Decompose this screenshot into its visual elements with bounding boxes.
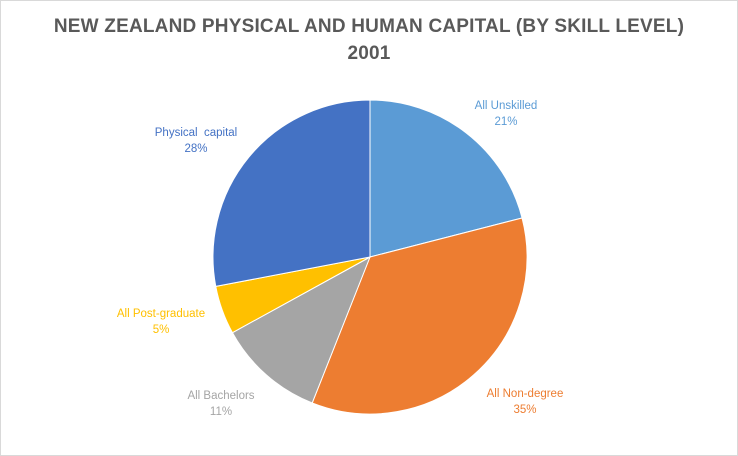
data-label-value: 28%: [184, 143, 207, 155]
data-label-name: Physical capital: [155, 127, 237, 139]
data-label-physical-capital: Physical capital 28%: [155, 127, 237, 155]
chart-title: NEW ZEALAND PHYSICAL AND HUMAN CAPITAL (…: [1, 13, 737, 67]
pie-slice-all-non-degree: [311, 217, 528, 415]
pie-slice-all-unskilled: [369, 99, 523, 258]
data-label-all-post-graduate: All Post-graduate 5%: [117, 308, 205, 336]
pie-slices: [212, 99, 528, 415]
data-label-all-bachelors: All Bachelors 11%: [187, 390, 254, 418]
data-label-all-unskilled: All Unskilled 21%: [475, 100, 538, 128]
data-label-value: 11%: [210, 406, 232, 418]
chart-title-line: NEW ZEALAND PHYSICAL AND HUMAN CAPITAL (…: [53, 16, 685, 37]
pie-slice-all-bachelors: [231, 255, 371, 404]
data-label-name: All Post-graduate: [117, 308, 205, 320]
data-label-value: 5%: [153, 324, 170, 336]
chart-subtitle: 2001: [347, 43, 391, 64]
pie-slice-physical-capital: [212, 99, 371, 288]
data-label-name: All Unskilled: [475, 100, 538, 112]
pie-labels: All Unskilled 21% All Non-degree 35% All Bac…: [117, 100, 563, 418]
data-label-value: 21%: [494, 116, 517, 128]
data-label-all-non-degree: All Non-degree 35%: [487, 388, 564, 416]
data-label-name: All Non-degree: [487, 388, 564, 400]
data-label-name: All Bachelors: [187, 390, 254, 402]
data-label-value: 35%: [513, 404, 536, 416]
